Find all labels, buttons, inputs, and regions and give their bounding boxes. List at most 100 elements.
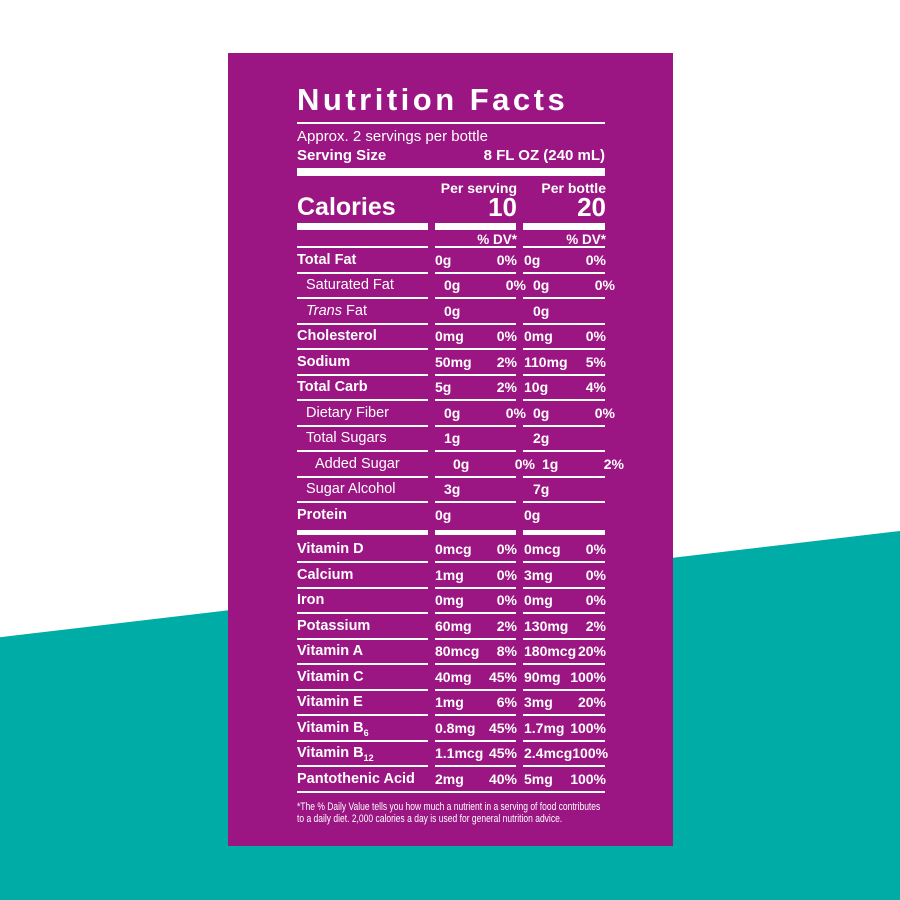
row-rule	[297, 612, 605, 614]
per-serving-cell: 0.8mg 45%	[435, 720, 517, 736]
per-bottle-cell: 3mg 20%	[524, 694, 606, 710]
bottle-dv: 0%	[594, 277, 615, 294]
bottle-amount: 0g	[533, 277, 550, 294]
per-bottle-cell: 0mcg 0%	[524, 541, 606, 557]
serving-dv: 2%	[496, 379, 517, 396]
per-serving-cell: 0g	[435, 507, 517, 523]
serving-amount: 0g	[444, 277, 461, 294]
per-bottle-cell: 5mg 100%	[524, 771, 606, 787]
serving-amount: 0.8mg	[435, 719, 476, 736]
serving-dv: 8%	[496, 643, 517, 660]
nutrient-label: Total Carb	[297, 379, 368, 396]
nutrient-rows: Total Fat 0g 0% 0g 0% Saturated Fat 0g 0…	[297, 248, 624, 793]
bottle-dv: 20%	[577, 643, 606, 660]
per-bottle-cell: 130mg 2%	[524, 618, 606, 634]
nutrient-label: Pantothenic Acid	[297, 770, 415, 787]
nutrient-row: Saturated Fat 0g 0% 0g 0%	[297, 274, 615, 298]
per-bottle-cell: 3mg 0%	[524, 567, 606, 583]
nutrient-label: Protein	[297, 506, 347, 523]
nutrient-row: Total Sugars 1g 2g	[297, 427, 605, 451]
row-rule	[297, 586, 605, 589]
nutrient-row: Vitamin B12 1.1mcg 45% 2.4mcg 100%	[297, 742, 609, 766]
row-rule	[297, 399, 605, 401]
nutrient-label: Vitamin E	[297, 694, 363, 711]
bottle-amount: 0g	[533, 302, 550, 319]
serving-size-row: Serving Size 8 FL OZ (240 mL)	[297, 147, 605, 164]
per-serving-cell: 0mg 0%	[435, 592, 517, 608]
per-serving-cell: 0g 0%	[453, 456, 535, 472]
per-serving-cell: 0g 0%	[435, 252, 517, 268]
calories-per-serving-value: 10	[488, 192, 517, 222]
serving-dv: 45%	[488, 668, 517, 685]
nutrient-label: Vitamin A	[297, 643, 364, 660]
row-rule	[297, 373, 605, 376]
serving-dv: 0%	[505, 277, 526, 294]
nutrient-label: Potassium	[297, 617, 371, 634]
calories-underline	[297, 223, 605, 230]
nutrient-row: Total Fat 0g 0% 0g 0%	[297, 248, 606, 272]
serving-amount: 0mg	[435, 592, 464, 609]
row-rule	[297, 765, 605, 767]
serving-amount: 50mg	[435, 353, 472, 370]
nutrient-label: Total Fat	[297, 251, 357, 268]
nutrient-row: Dietary Fiber 0g 0% 0g 0%	[297, 401, 615, 425]
nutrient-label: Added Sugar	[315, 455, 400, 472]
bottle-dv: 100%	[572, 745, 609, 762]
per-bottle-header: Per bottle	[541, 179, 606, 196]
dv-header-rule	[297, 246, 605, 248]
row-rule	[297, 348, 605, 350]
serving-amount: 1mg	[435, 566, 464, 583]
row-rule	[297, 322, 605, 325]
per-bottle-cell: 0mg 0%	[524, 328, 606, 344]
per-bottle-cell: 180mcg 20%	[524, 643, 606, 659]
serving-amount: 1mg	[435, 694, 464, 711]
calories-label: Calories	[297, 193, 396, 221]
serving-amount: 60mg	[435, 617, 472, 634]
bottle-dv: 5%	[585, 353, 606, 370]
nutrient-label: Vitamin D	[297, 541, 364, 558]
bottle-amount: 90mg	[524, 668, 561, 685]
row-rule	[297, 271, 605, 274]
serving-dv: 0%	[505, 404, 526, 421]
per-serving-cell: 40mg 45%	[435, 669, 517, 685]
per-serving-cell: 0g 0%	[444, 405, 526, 421]
serving-size-bar	[297, 168, 605, 176]
bottle-amount: 180mcg	[524, 643, 577, 660]
per-bottle-cell: 2.4mcg 100%	[524, 745, 609, 762]
serving-dv: 45%	[488, 719, 517, 736]
per-serving-cell: 0g	[444, 303, 526, 319]
per-serving-cell: 60mg 2%	[435, 618, 517, 634]
per-serving-cell: 0mcg 0%	[435, 541, 517, 557]
bottle-amount: 0mg	[524, 592, 553, 609]
nutrient-row: Cholesterol 0mg 0% 0mg 0%	[297, 325, 606, 349]
per-serving-cell: 1mg 6%	[435, 694, 517, 710]
nutrient-row: Vitamin A 80mcg 8% 180mcg 20%	[297, 640, 606, 664]
daily-value-footnote: *The % Daily Value tells you how much a …	[297, 800, 601, 826]
nutrient-row: Trans Fat 0g 0g	[297, 299, 605, 323]
bottle-dv: 2%	[603, 455, 624, 472]
serving-amount: 0g	[453, 455, 470, 472]
serving-amount: 40mg	[435, 668, 472, 685]
serving-size-label: Serving Size	[297, 147, 387, 164]
bottle-dv: 100%	[570, 668, 606, 685]
calories-per-bottle-value: 20	[577, 192, 606, 222]
per-bottle-cell: 1.7mg 100%	[524, 720, 606, 736]
nutrition-facts-panel: Nutrition Facts Approx. 2 servings per b…	[228, 53, 673, 846]
nutrient-label: Iron	[297, 592, 325, 609]
title-rule	[297, 122, 605, 124]
nutrient-row: Potassium 60mg 2% 130mg 2%	[297, 614, 606, 638]
nutrient-row: Sodium 50mg 2% 110mg 5%	[297, 350, 606, 374]
row-rule	[297, 714, 605, 716]
nutrient-label: Total Sugars	[306, 430, 387, 447]
per-serving-header: Per serving	[440, 179, 517, 196]
per-bottle-cell: 0mg 0%	[524, 592, 606, 608]
bottle-amount: 1g	[542, 455, 559, 472]
row-rule	[297, 424, 605, 427]
bottle-amount: 0g	[524, 251, 541, 268]
serving-amount: 3g	[444, 481, 461, 498]
row-rule	[297, 297, 605, 299]
bottle-dv: 0%	[585, 251, 606, 268]
bottle-amount: 10g	[524, 379, 549, 396]
row-rule	[297, 501, 605, 503]
nutrient-row: Vitamin D 0mcg 0% 0mcg 0%	[297, 538, 606, 562]
